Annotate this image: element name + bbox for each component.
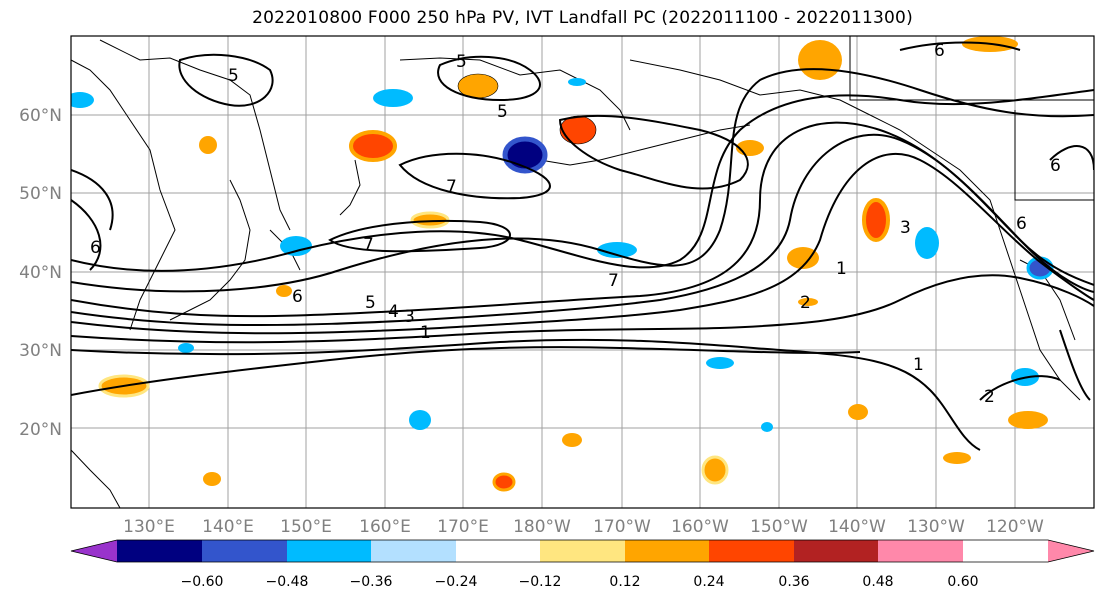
map-panel: 5 5 5 6 7 7 6 5 4 3 1 7 1 2 2 1 3 6 6 6 bbox=[71, 36, 1094, 508]
anomaly-negative bbox=[71, 92, 94, 108]
colorbar-segments bbox=[117, 540, 963, 562]
contour-label: 2 bbox=[984, 387, 995, 407]
contour-labels: 5 5 5 6 7 7 6 5 4 3 1 7 1 2 2 1 3 6 6 6 bbox=[90, 41, 1061, 407]
anomaly-positive bbox=[798, 298, 818, 306]
colorbar-segment bbox=[202, 540, 287, 562]
anomaly-positive bbox=[798, 40, 842, 80]
anomaly-positive bbox=[862, 198, 890, 242]
anomaly-negative bbox=[409, 410, 431, 430]
contour-label: 6 bbox=[934, 41, 945, 61]
colorbar-segment bbox=[794, 540, 878, 562]
anomaly-positive bbox=[943, 452, 971, 464]
anomaly-positive bbox=[701, 455, 729, 485]
colorbar-extend-max bbox=[1048, 540, 1094, 562]
anomaly-positive bbox=[349, 130, 397, 162]
colorbar-segment bbox=[540, 540, 625, 562]
colorbar-segment bbox=[371, 540, 456, 562]
anomaly-positive bbox=[787, 247, 819, 269]
colorbar-tick-label: 0.48 bbox=[862, 574, 893, 590]
lat-label-40: 40°N bbox=[19, 263, 62, 283]
contour-label: 5 bbox=[365, 293, 376, 313]
lon-label: 140°W bbox=[828, 517, 886, 537]
lon-label: 160°W bbox=[671, 517, 729, 537]
colorbar-tick-label: −0.60 bbox=[181, 574, 224, 590]
anomaly-negative bbox=[178, 343, 194, 353]
latitude-axis: 60°N 50°N 40°N 30°N 20°N bbox=[19, 106, 62, 440]
colorbar-segment bbox=[878, 540, 963, 562]
colorbar-ticks: −0.60 −0.48 −0.36 −0.24 −0.12 0.12 0.24 … bbox=[181, 574, 979, 590]
lat-label-20: 20°N bbox=[19, 420, 62, 440]
anomaly-positive bbox=[848, 404, 868, 420]
colorbar-tick-label: −0.48 bbox=[266, 574, 309, 590]
lon-label: 140°E bbox=[202, 517, 254, 537]
anomaly-negative bbox=[915, 227, 939, 259]
contour-label: 6 bbox=[90, 238, 101, 258]
contour-label: 1 bbox=[913, 355, 924, 375]
colorbar-segment bbox=[709, 540, 794, 562]
lat-label-30: 30°N bbox=[19, 341, 62, 361]
anomaly-negative bbox=[761, 422, 773, 432]
lon-label: 130°E bbox=[123, 517, 175, 537]
lon-label: 170°E bbox=[437, 517, 489, 537]
lon-label: 150°E bbox=[280, 517, 332, 537]
anomaly-positive bbox=[562, 433, 582, 447]
anomaly-positive bbox=[276, 285, 292, 297]
colorbar-tick-label: −0.12 bbox=[519, 574, 562, 590]
lon-label: 150°W bbox=[750, 517, 808, 537]
contour-label: 5 bbox=[228, 66, 239, 86]
lon-label: 170°W bbox=[593, 517, 651, 537]
anomaly-negative bbox=[568, 78, 586, 86]
colorbar-tick-label: 0.60 bbox=[947, 574, 978, 590]
anomaly-positive bbox=[1008, 411, 1048, 429]
colorbar-tick-label: −0.36 bbox=[350, 574, 393, 590]
lat-label-60: 60°N bbox=[19, 106, 62, 126]
colorbar-segment bbox=[117, 540, 202, 562]
lon-label: 120°W bbox=[986, 517, 1044, 537]
contour-label: 3 bbox=[900, 218, 911, 238]
contour-label: 3 bbox=[404, 307, 415, 327]
anomaly-positive bbox=[492, 472, 516, 492]
anomaly-negative bbox=[706, 357, 734, 369]
colorbar-tick-label: 0.12 bbox=[609, 574, 640, 590]
anomaly-positive bbox=[199, 136, 217, 154]
contour-label: 7 bbox=[446, 177, 457, 197]
contour-label: 6 bbox=[1050, 156, 1061, 176]
colorbar: −0.60 −0.48 −0.36 −0.24 −0.12 0.12 0.24 … bbox=[70, 539, 1095, 590]
colorbar-segment bbox=[625, 540, 709, 562]
anomaly-positive bbox=[559, 115, 597, 145]
lon-label: 160°E bbox=[359, 517, 411, 537]
colorbar-tick-label: 0.24 bbox=[693, 574, 724, 590]
lat-label-50: 50°N bbox=[19, 184, 62, 204]
longitude-axis: 130°E 140°E 150°E 160°E 170°E 180°W 170°… bbox=[123, 517, 1044, 537]
colorbar-tick-label: −0.24 bbox=[435, 574, 478, 590]
lon-label: 130°W bbox=[907, 517, 965, 537]
contour-label: 6 bbox=[292, 287, 303, 307]
anomaly-negative bbox=[280, 236, 312, 256]
anomaly-negative bbox=[373, 89, 413, 107]
lon-label: 180°W bbox=[513, 517, 571, 537]
colorbar-extend-min bbox=[71, 540, 117, 562]
contour-label: 5 bbox=[497, 102, 508, 122]
contour-label: 7 bbox=[363, 235, 374, 255]
colorbar-segment bbox=[287, 540, 371, 562]
pv-contours bbox=[71, 41, 1094, 451]
colorbar-segment bbox=[456, 540, 540, 562]
ivt-shading bbox=[71, 36, 1054, 492]
contour-label: 2 bbox=[800, 293, 811, 313]
graticule bbox=[71, 36, 1094, 508]
map-title: 2022010800 F000 250 hPa PV, IVT Landfall… bbox=[252, 8, 913, 28]
contour-label: 7 bbox=[608, 271, 619, 291]
anomaly-negative bbox=[597, 242, 637, 258]
colorbar-tick-label: 0.36 bbox=[778, 574, 809, 590]
contour-label: 1 bbox=[836, 259, 847, 279]
contour-label: 6 bbox=[1016, 214, 1027, 234]
map-frame bbox=[70, 35, 1095, 509]
anomaly-positive bbox=[203, 472, 221, 486]
contour-label: 4 bbox=[388, 302, 399, 322]
contour-label: 5 bbox=[456, 52, 467, 72]
contour-label: 1 bbox=[420, 323, 431, 343]
